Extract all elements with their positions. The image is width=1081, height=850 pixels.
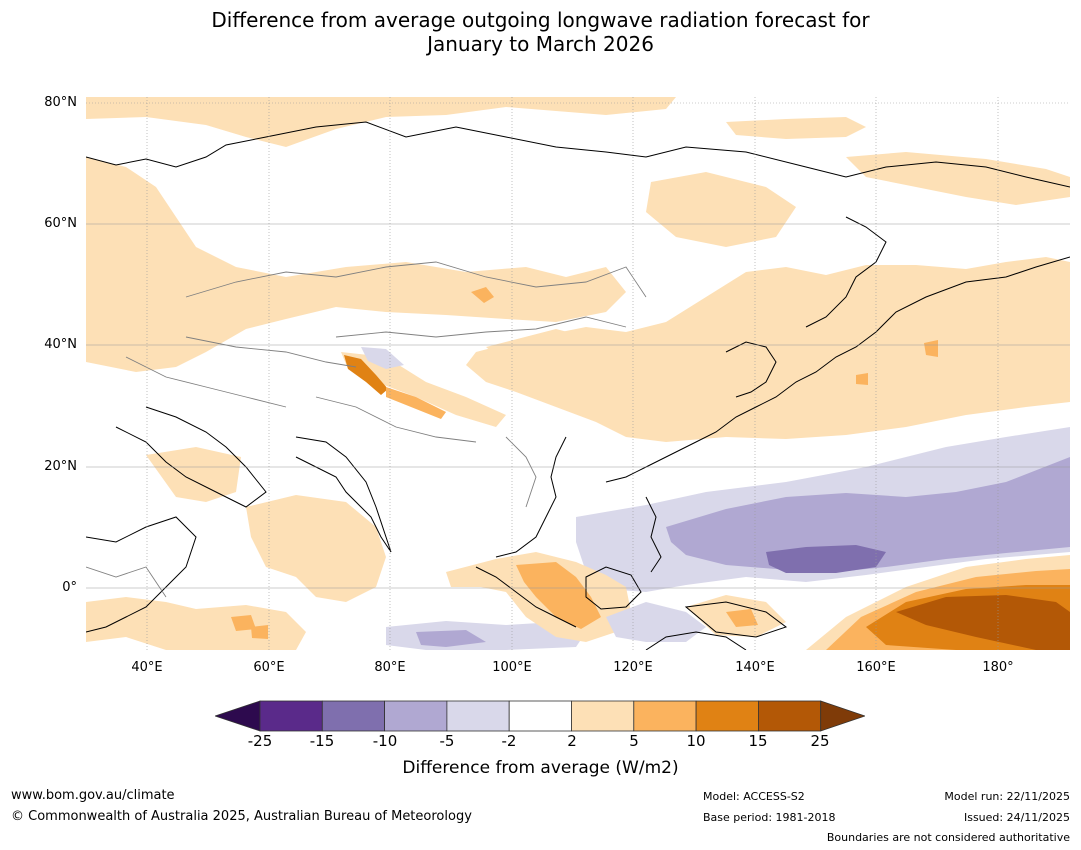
lon-label-140e: 140°E [735,660,775,675]
footer-model-run: Model run: 22/11/2025 [944,790,1070,803]
anomaly-region-n5-java [606,602,706,642]
coastline-sumatra [475,566,577,628]
lon-label-160e: 160°E [856,660,896,675]
lon-label-100e: 100°E [492,660,532,675]
colorbar-bin-n15-n10 [321,700,386,732]
colorbar-bin-n25-n15 [259,700,323,732]
colorbar [215,700,865,732]
anomaly-region-p5-africa-spot [231,615,256,631]
border-middle-east [125,356,287,408]
country-borders [86,261,647,598]
anomaly-region-p2-arabia [146,447,241,502]
anomaly-region-p2-siberia [646,172,796,247]
footer-disclaimer: Boundaries are not considered authoritat… [826,831,1070,844]
lon-label-40e: 40°E [131,660,163,675]
lat-label-40n: 40°N [44,337,77,352]
lon-label-180: 180° [982,660,1014,675]
anomaly-region-p5-indian-spot [251,625,268,639]
colorbar-bin-n2-p2 [508,700,572,732]
coastline-australia [645,631,747,650]
anomaly-region-p2-himalaya [341,352,506,427]
colorbar-tick: 2 [567,732,577,750]
anomaly-region-p15-sw-pacific [896,595,1070,650]
border-russia-south [185,261,647,298]
colorbar-tick: -2 [501,732,517,750]
lon-label-60e: 60°E [253,660,285,675]
anomaly-region-n15-tropics [766,545,886,573]
coastline-europe-north [86,121,1070,188]
anomaly-region-p5-mongolia [471,287,494,303]
colorbar-tick: -15 [309,732,335,750]
coastline-japan [725,341,777,398]
colorbar-bin-p10-p15 [695,700,759,732]
colorbar-bin-n5-n2 [446,700,510,732]
colorbar-bin-p15-p25 [758,700,822,732]
lat-label-0: 0° [62,580,77,595]
footer-model: Model: ACCESS-S2 [703,790,805,803]
coastline-india [295,436,392,553]
border-africa [86,566,167,598]
colorbar-tick: 10 [686,732,706,750]
colorbar-tick: 5 [629,732,639,750]
title-line-2: January to March 2026 [427,32,654,56]
colorbar-tick: 15 [748,732,768,750]
colorbar-tick: -25 [247,732,273,750]
gridlines [86,97,1070,650]
anomaly-region-p5-maritime [516,562,601,629]
lat-label-20n: 20°N [44,459,77,474]
colorbar-tick: -5 [439,732,455,750]
anomaly-region-p5-pacific-spot [856,373,868,385]
anomaly-region-p5-himalaya [386,387,446,419]
anomaly-region-p2-africa-east [86,597,306,650]
colorbar-bin-p2-p5 [571,700,635,732]
colorbar-bin-p5-p10 [633,700,697,732]
anomaly-region-p10-himalaya [344,355,388,395]
colorbar-bin-n10-n5 [384,700,448,732]
coastline-africa [86,516,197,633]
footer-copyright: © Commonwealth of Australia 2025, Austra… [11,809,472,824]
anomaly-region-n5-tibet [361,347,404,369]
colorbar-over-triangle [820,700,865,732]
footer-issued: Issued: 24/11/2025 [963,811,1070,824]
anomaly-region-n10-indian [416,630,486,647]
coastline-indochina [495,436,567,558]
colorbar-tick: -10 [372,732,398,750]
map-panel [86,97,1070,650]
anomaly-region-p2-china [486,329,606,377]
lon-label-80e: 80°E [374,660,406,675]
lat-label-80n: 80°N [44,95,77,110]
anomaly-region-p5-png [726,609,758,627]
anomaly-region-p2-east-arctic [726,117,866,139]
coastline-kamchatka [805,216,887,328]
coastline-new-guinea [684,601,788,638]
title-line-1: Difference from average outgoing longwav… [211,8,870,32]
anomaly-region-p2-europe [86,157,626,372]
anomaly-region-p2-arctic [86,97,676,147]
anomaly-region-p5-japan [924,340,938,357]
anomaly-region-p2-india-ocean [246,495,386,602]
chart-title: Difference from average outgoing longwav… [0,8,1081,56]
border-himalaya [315,396,477,443]
anomaly-region-n10-tropics [666,457,1070,573]
border-central-asia [185,336,357,368]
footer-base-period: Base period: 1981-2018 [703,811,836,824]
colorbar-label: Difference from average (W/m2) [402,758,679,778]
colorbar-under-triangle [215,700,261,732]
anomaly-map [86,97,1070,650]
footer-website: www.bom.gov.au/climate [11,788,175,803]
border-china [335,316,627,338]
coastline-borneo [585,566,642,610]
lon-label-120e: 120°E [613,660,653,675]
coastline-philippines [645,496,662,573]
lat-label-60n: 60°N [44,216,77,231]
colorbar-tick: 25 [810,732,830,750]
coastline-pacific-east [605,256,1070,483]
coastlines [86,121,1070,650]
coastline-arabia [115,406,267,508]
